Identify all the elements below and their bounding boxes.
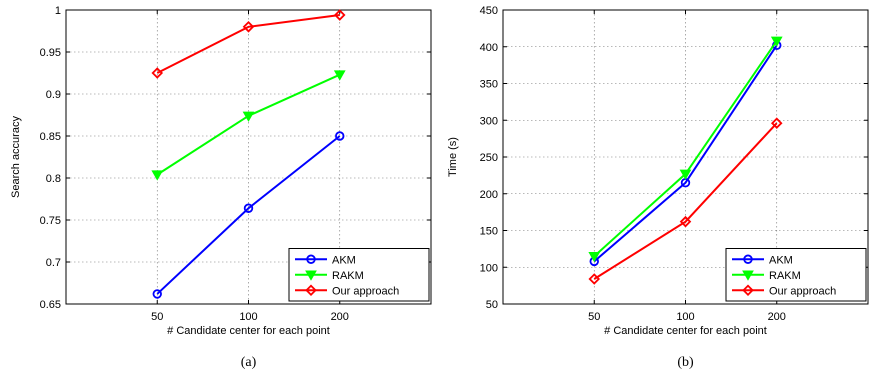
chart-b-legend-item-our-approach-label: Our approach: [769, 285, 836, 297]
chart-a-series-our-approach-point: [333, 9, 346, 21]
chart-b-ytick-label: 200: [480, 189, 498, 201]
chart-b-series-rakm-line: [593, 40, 778, 257]
chart-a-series-akm: [152, 131, 345, 299]
chart-a-series-rakm: [151, 70, 346, 181]
chart-a-ytick-label: 0.7: [46, 257, 61, 269]
chart-b-series-our-approach-point: [679, 215, 692, 228]
chart-a: 0.65 0.7 0.75 0.8 0.85 0.9 0.95 1 50 100 200# Cand…: [10, 5, 432, 370]
chart-a-series-akm-point: [335, 131, 345, 141]
chart-b-caption: (b): [677, 355, 694, 370]
chart-b-series-rakm-point: [770, 36, 783, 47]
chart-a-series-akm-point: [243, 203, 254, 213]
chart-b-legend-item-akm-marker: [743, 254, 753, 264]
chart-b-legend-item-rakm-marker: [742, 270, 754, 281]
chart-b-series-our-approach: [588, 117, 783, 285]
chart-a-series-rakm-point: [333, 70, 346, 81]
chart-b-ytick-label: 100: [480, 262, 498, 274]
chart-a-xtick-label: 100: [239, 311, 257, 323]
chart-a-legend: AKM RAKM Our approach: [288, 248, 430, 302]
chart-a-legend-item-rakm-label: RAKM: [332, 270, 364, 282]
chart-a-legend-item-akm: AKM: [295, 254, 356, 266]
chart-b-xtick-label: 100: [676, 311, 694, 323]
chart-a-series-rakm-line: [156, 73, 341, 176]
chart-b-ytick-label: 50: [486, 299, 498, 311]
chart-b-ylabel: Time (s): [447, 137, 459, 177]
chart-a-series-our-approach-point: [242, 21, 255, 33]
chart-b-series-rakm-point: [679, 169, 692, 180]
chart-b-legend-item-our-approach: Our approach: [732, 284, 836, 297]
chart-b-legend-item-our-approach-marker: [742, 284, 754, 297]
chart-b-legend-item-rakm: RAKM: [732, 270, 801, 282]
chart-b-series-rakm-point: [588, 251, 601, 263]
chart-b-legend-item-rakm-label: RAKM: [769, 270, 801, 282]
chart-b-series-our-approach-point: [588, 273, 601, 285]
chart-a-series-akm-point: [152, 289, 162, 299]
chart-a-ytick-label: 0.85: [40, 131, 61, 143]
chart-b-ytick-label: 400: [480, 42, 498, 54]
chart-a-ylabel: Search accuracy: [10, 116, 22, 198]
chart-b-series-our-approach-point: [770, 117, 783, 129]
chart-a-series-our-approach-line: [156, 14, 340, 74]
chart-b-legend-item-akm-label: AKM: [769, 254, 793, 266]
chart-a-caption: (a): [241, 355, 257, 370]
chart-b-series-our-approach-line: [593, 122, 778, 280]
chart-a-series-our-approach-point: [151, 67, 164, 79]
chart-a-series-our-approach: [151, 9, 346, 79]
chart-a-series-akm-line: [156, 135, 341, 295]
chart-b-legend-item-akm: AKM: [732, 254, 793, 266]
chart-a-ytick-label: 0.9: [46, 89, 61, 101]
chart-a-legend-item-akm-marker: [306, 254, 316, 264]
chart-a-ytick-label: 0.65: [40, 299, 61, 311]
chart-b-series-akm-line: [593, 44, 778, 263]
chart-b-ytick-label: 450: [480, 5, 498, 17]
chart-a-xlabel: # Candidate center for each point: [167, 325, 330, 337]
chart-a-series-rakm-point: [242, 111, 255, 122]
chart-a-legend-item-akm-label: AKM: [332, 254, 356, 266]
chart-a-series-rakm-point: [151, 170, 164, 181]
chart-b-xtick-label: 50: [588, 311, 600, 323]
chart-a-ytick-label: 0.75: [40, 215, 61, 227]
chart-a-legend-item-rakm-marker: [305, 270, 317, 281]
chart-a-legend-item-our-approach-marker: [305, 284, 317, 297]
chart-a-xtick-label: 200: [331, 311, 349, 323]
chart-b-ytick-label: 250: [480, 152, 498, 164]
chart-a-legend-item-our-approach: Our approach: [295, 284, 399, 297]
chart-b-ytick-label: 150: [480, 226, 498, 238]
chart-a-legend-item-rakm: RAKM: [295, 270, 364, 282]
chart-b-ytick-label: 300: [480, 115, 498, 127]
chart-b-legend: AKM RAKM Our approach: [725, 248, 867, 302]
chart-a-ytick-label: 1: [55, 5, 61, 17]
chart-b-ytick-label: 350: [480, 79, 498, 91]
chart-a-ytick-label: 0.8: [46, 173, 61, 185]
chart-b-xtick-label: 200: [768, 311, 786, 323]
chart-b-series-rakm: [588, 36, 783, 263]
chart-a-xtick-label: 50: [151, 311, 163, 323]
chart-a-legend-item-our-approach-label: Our approach: [332, 285, 399, 297]
chart-a-ytick-label: 0.95: [40, 47, 61, 59]
chart-b-xlabel: # Candidate center for each point: [604, 325, 767, 337]
